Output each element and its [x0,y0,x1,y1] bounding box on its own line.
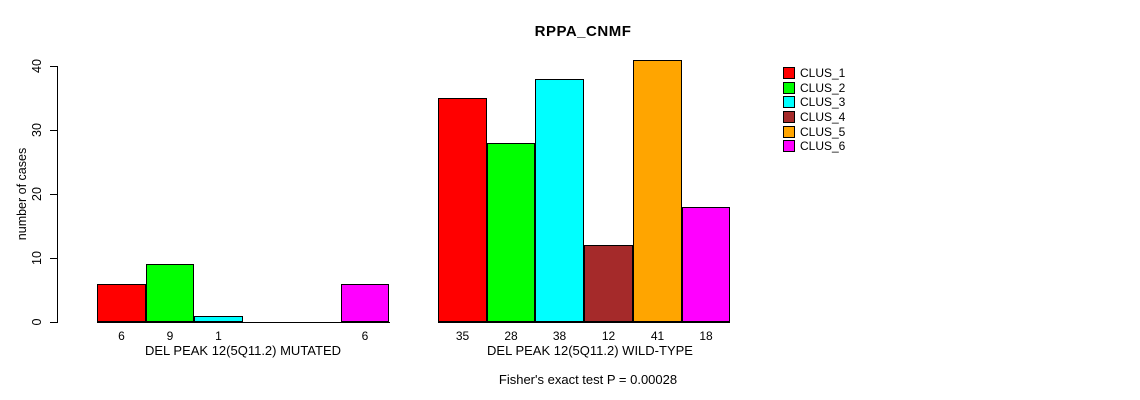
bar-clus_3-mutated [194,316,243,322]
legend-item-clus_2: CLUS_2 [783,81,845,96]
bar-clus_1-mutated [97,284,146,322]
legend-label-clus_6: CLUS_6 [800,139,846,154]
bar-value-label-clus_5-wildtype: 41 [650,329,665,343]
legend-label-clus_3: CLUS_3 [800,95,846,110]
legend-label-clus_5: CLUS_5 [800,124,846,139]
y-tick-label-20: 20 [30,187,44,201]
bar-value-label-clus_3-wildtype: 38 [552,329,567,343]
bar-clus_5-wildtype [633,60,682,322]
bar-clus_6-mutated [341,284,389,322]
x-axis-label-mutated: DEL PEAK 12(5Q11.2) MUTATED [144,343,342,358]
y-tick-label-40: 40 [30,59,44,73]
bar-clus_4-wildtype [584,245,633,322]
y-tick-0 [50,322,57,323]
legend-label-clus_2: CLUS_2 [800,80,846,95]
bar-value-label-clus_2-mutated: 9 [166,329,174,343]
legend-item-clus_3: CLUS_3 [783,95,845,110]
legend-swatch-clus_1 [783,67,795,80]
legend-swatch-clus_4 [783,111,795,124]
legend-label-clus_1: CLUS_1 [800,66,846,81]
bar-value-label-clus_1-mutated: 6 [118,329,125,343]
bar-clus_1-wildtype [438,98,487,322]
y-tick-30 [50,130,57,131]
legend-swatch-clus_6 [783,140,795,153]
y-axis-line [57,66,58,323]
bar-value-label-clus_6-mutated: 6 [361,329,369,343]
fisher-test-annotation: Fisher's exact test P = 0.00028 [498,372,678,387]
legend-swatch-clus_5 [783,125,795,138]
bar-value-label-clus_3-mutated: 1 [215,329,222,343]
bar-clus_2-wildtype [487,143,535,322]
y-tick-label-10: 10 [30,251,44,265]
x-axis-label-wildtype: DEL PEAK 12(5Q11.2) WILD-TYPE [487,343,693,358]
legend-label-clus_4: CLUS_4 [800,110,846,125]
bar-value-label-clus_6-wildtype: 18 [699,329,713,343]
legend-swatch-clus_3 [783,96,795,109]
bar-clus_6-wildtype [682,207,730,322]
bar-clus_2-mutated [146,264,194,322]
legend-item-clus_6: CLUS_6 [783,139,845,154]
y-tick-20 [50,194,57,195]
legend-item-clus_5: CLUS_5 [783,124,845,139]
y-tick-label-0: 0 [30,318,44,326]
y-tick-label-30: 30 [30,123,44,137]
bar-value-label-clus_1-wildtype: 35 [455,329,470,343]
bar-clus_3-wildtype [535,79,584,322]
legend: CLUS_1 CLUS_2 CLUS_3 CLUS_4 CLUS_5 CLUS_6 [783,66,845,154]
x-baseline-wildtype [438,322,730,323]
bar-value-label-clus_4-wildtype: 12 [601,329,616,343]
legend-item-clus_1: CLUS_1 [783,66,845,81]
chart-title: RPPA_CNMF [534,23,632,40]
y-tick-10 [50,258,57,259]
legend-swatch-clus_2 [783,81,795,94]
x-baseline-mutated [97,322,390,323]
bar-value-label-clus_2-wildtype: 28 [504,329,518,343]
y-tick-40 [50,66,57,67]
legend-item-clus_4: CLUS_4 [783,110,845,125]
y-axis-label: number of cases [15,147,29,241]
